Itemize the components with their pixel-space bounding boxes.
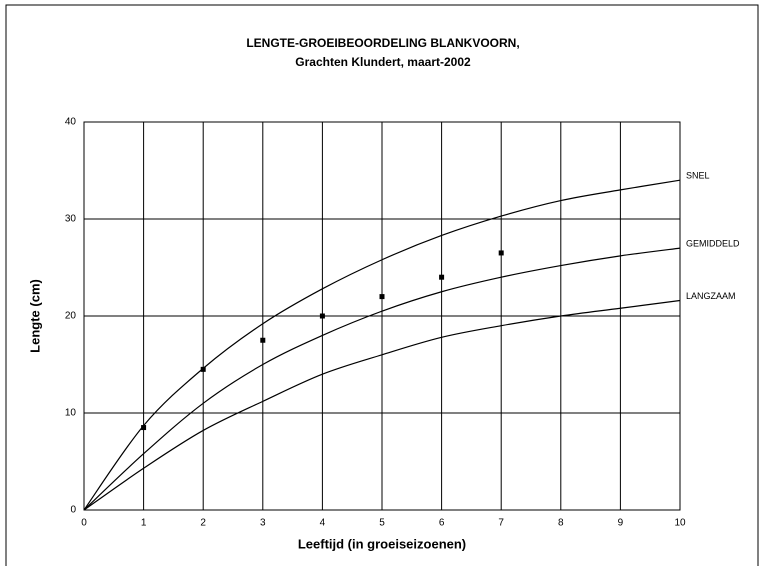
x-tick-label: 4: [320, 518, 326, 529]
series-line: [83, 299, 681, 511]
y-tick-label: 30: [65, 214, 77, 225]
y-axis-label: Lengte (cm): [27, 279, 42, 353]
data-point: [260, 337, 266, 343]
series-line: [83, 247, 681, 511]
line-label: SNEL: [686, 171, 710, 181]
y-tick-label: 40: [65, 117, 77, 128]
y-tick-label: 0: [70, 505, 76, 516]
y-tick-label: 20: [65, 311, 77, 322]
x-tick-label: 3: [260, 518, 266, 529]
x-tick-label: 9: [618, 518, 624, 529]
x-tick-label: 1: [141, 518, 147, 529]
data-point: [379, 294, 385, 300]
plot-border: [83, 121, 681, 511]
series-line: [83, 179, 681, 511]
data-point: [439, 274, 445, 280]
x-axis-label: Leeftijd (in groeiseizoenen): [298, 536, 466, 551]
x-tick-label: 8: [558, 518, 564, 529]
x-tick-label: 10: [674, 518, 686, 529]
chart-subtitle: Grachten Klundert, maart-2002: [295, 55, 471, 69]
data-point: [200, 366, 206, 372]
line-label: GEMIDDELD: [686, 238, 740, 248]
data-point: [141, 425, 147, 431]
data-point: [319, 313, 325, 319]
x-tick-label: 2: [200, 518, 206, 529]
x-tick-label: 6: [439, 518, 445, 529]
x-tick-label: 5: [379, 518, 385, 529]
y-tick-label: 10: [65, 408, 77, 419]
x-tick-label: 7: [498, 518, 504, 529]
data-point: [498, 250, 504, 256]
x-tick-label: 0: [81, 518, 87, 529]
chart-title: LENGTE-GROEIBEOORDELING BLANKVOORN,: [246, 36, 519, 50]
line-label: LANGZAAM: [686, 291, 736, 301]
